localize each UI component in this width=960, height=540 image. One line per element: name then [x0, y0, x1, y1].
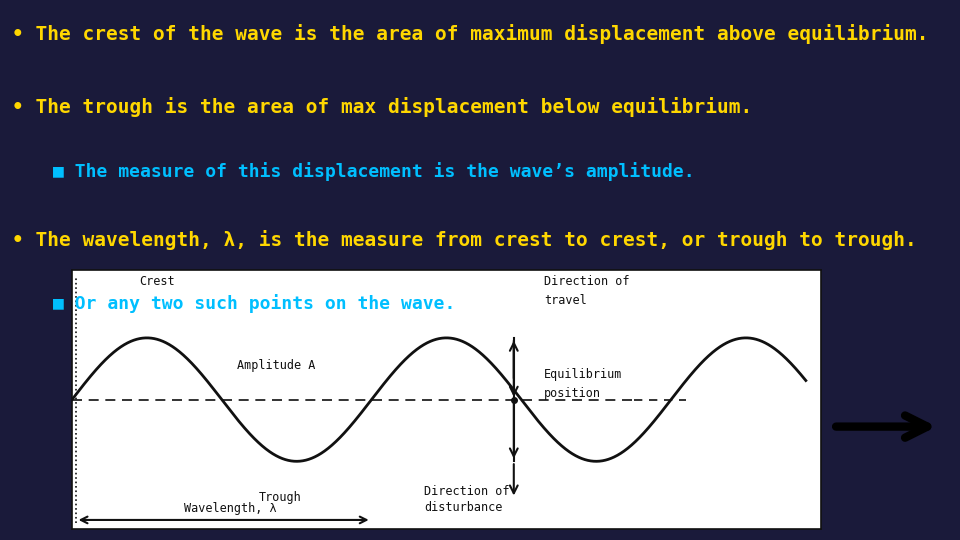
Text: travel: travel: [543, 294, 587, 307]
Text: Direction of: Direction of: [424, 485, 510, 498]
Text: Amplitude A: Amplitude A: [237, 359, 315, 372]
Text: Equilibrium: Equilibrium: [543, 368, 622, 381]
Text: disturbance: disturbance: [424, 501, 502, 514]
Text: • The wavelength, λ, is the measure from crest to crest, or trough to trough.: • The wavelength, λ, is the measure from…: [12, 230, 916, 249]
Text: Wavelength, λ: Wavelength, λ: [184, 502, 276, 515]
Text: • The crest of the wave is the area of maximum displacement above equilibrium.: • The crest of the wave is the area of m…: [12, 24, 928, 44]
Text: • The trough is the area of max displacement below equilibrium.: • The trough is the area of max displace…: [12, 97, 752, 117]
Text: ■ Or any two such points on the wave.: ■ Or any two such points on the wave.: [53, 294, 455, 313]
Text: Direction of: Direction of: [543, 275, 629, 288]
Text: Trough: Trough: [259, 491, 302, 504]
Text: ■ The measure of this displacement is the wave’s amplitude.: ■ The measure of this displacement is th…: [53, 162, 694, 181]
Text: position: position: [543, 387, 601, 400]
Text: Crest: Crest: [139, 275, 175, 288]
